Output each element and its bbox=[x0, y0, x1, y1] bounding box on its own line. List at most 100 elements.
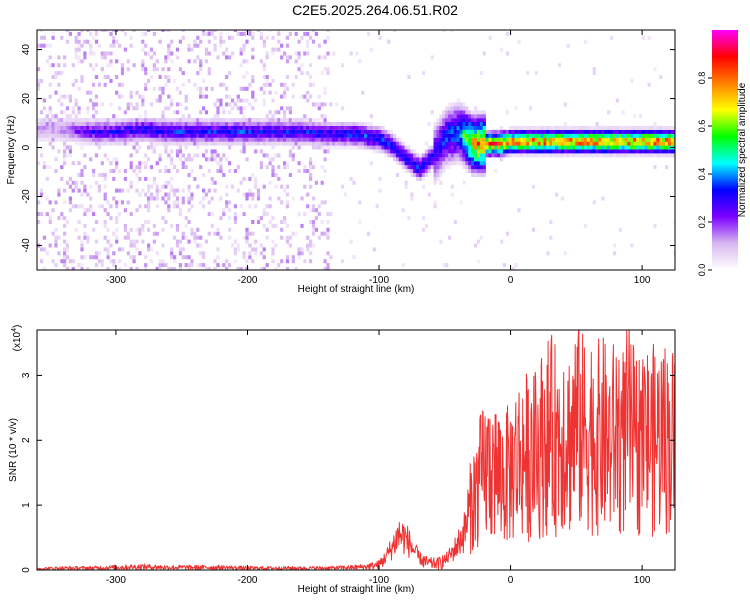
spectrogram-cell bbox=[309, 184, 313, 189]
spectrogram-cell bbox=[311, 122, 316, 126]
spectrogram-cell bbox=[158, 169, 162, 173]
spectrogram-cell bbox=[514, 141, 518, 146]
snr-x-ticks: -300 -200 -100 0 100 bbox=[106, 330, 651, 586]
spectrogram-cell bbox=[300, 133, 304, 138]
spectrogram-cell bbox=[138, 204, 142, 209]
spectrogram-cell bbox=[346, 133, 350, 138]
spectrogram-cell bbox=[589, 133, 593, 138]
spectrogram-cell bbox=[60, 129, 64, 134]
spectrogram-cell bbox=[199, 251, 203, 256]
spectrogram-cell bbox=[285, 118, 290, 123]
spectrogram-cell bbox=[233, 102, 237, 107]
spectrogram-cell bbox=[245, 196, 249, 201]
spectrogram-cell bbox=[283, 86, 287, 91]
spectrogram-cell bbox=[557, 63, 562, 68]
spectrogram-cell bbox=[132, 145, 136, 150]
spectrogram-cell bbox=[112, 118, 116, 123]
spectrogram-cell bbox=[132, 30, 136, 32]
spectrogram-cell bbox=[639, 145, 643, 150]
spectrogram-cell bbox=[193, 141, 197, 146]
spectrogram-cell bbox=[89, 63, 93, 68]
spectrogram-cell bbox=[297, 118, 301, 123]
spectrogram-cell bbox=[656, 153, 660, 158]
spectrogram-cell bbox=[352, 125, 356, 130]
spectrogram-cell bbox=[459, 110, 463, 115]
spectrogram-cell bbox=[653, 141, 657, 146]
spectrogram-cell bbox=[190, 47, 194, 52]
spectrogram-cell bbox=[225, 192, 229, 197]
spectrogram-cell bbox=[280, 94, 284, 99]
spectrogram-cell bbox=[225, 204, 229, 209]
spectrogram-cell bbox=[158, 259, 162, 264]
spectrogram-cell bbox=[190, 122, 194, 126]
colorbar-label: Normalized spectral amplitude bbox=[737, 82, 748, 217]
spectrogram-cell bbox=[60, 137, 64, 142]
spectrogram-cell bbox=[57, 133, 61, 138]
spectrogram-cell bbox=[251, 196, 255, 201]
spectrogram-cell bbox=[126, 200, 130, 205]
spectrogram-cell bbox=[173, 267, 177, 270]
spectrogram-cell bbox=[184, 129, 188, 134]
spectrogram-cell bbox=[610, 133, 614, 138]
spectrogram-cell bbox=[303, 133, 307, 138]
spectrogram-cell bbox=[152, 51, 156, 56]
spectrogram-cell bbox=[173, 188, 177, 193]
spectrogram-cell bbox=[639, 114, 643, 119]
spectrogram-cell bbox=[89, 157, 93, 162]
spectrogram-cell bbox=[54, 71, 58, 76]
spectrogram-cell bbox=[592, 129, 596, 134]
spectrogram-cell bbox=[436, 176, 440, 181]
spectrogram-cell bbox=[468, 129, 472, 134]
spectrogram-cell bbox=[288, 141, 292, 146]
spectrogram-cell bbox=[170, 129, 174, 134]
spectrogram-cell bbox=[557, 141, 562, 146]
spectrogram-cell bbox=[644, 137, 648, 142]
spectrogram-cell bbox=[416, 153, 420, 158]
spectrogram-cell bbox=[175, 243, 180, 248]
spectrogram-cell bbox=[167, 30, 171, 32]
spectrogram-cell bbox=[442, 118, 446, 123]
spectrogram-cell bbox=[77, 31, 81, 36]
spectrogram-cell bbox=[196, 153, 200, 158]
spectrogram-cell bbox=[141, 227, 145, 232]
spectrogram-cell bbox=[123, 208, 127, 213]
spectrogram-cell bbox=[135, 137, 139, 142]
spectrogram-cell bbox=[170, 59, 174, 64]
spectrogram-cell bbox=[178, 263, 182, 268]
spectrogram-cell bbox=[233, 125, 237, 130]
spectrogram-cell bbox=[181, 35, 185, 40]
spectrogram-cell bbox=[242, 98, 246, 103]
spectrogram-cell bbox=[537, 137, 541, 142]
spectrogram-cell bbox=[450, 122, 454, 126]
spectrogram-cell bbox=[381, 137, 385, 142]
spectrogram-cell bbox=[94, 133, 99, 138]
spectrogram-cell bbox=[152, 129, 156, 134]
spectrogram-cell bbox=[410, 157, 414, 162]
spectrogram-cell bbox=[288, 149, 292, 154]
spectrogram-cell bbox=[155, 141, 159, 146]
spectrogram-cell bbox=[239, 129, 243, 134]
spectrogram-cell bbox=[323, 259, 327, 264]
spectrogram-cell bbox=[306, 71, 310, 76]
spectrogram-cell bbox=[311, 208, 316, 213]
spectrogram-cell bbox=[144, 220, 148, 224]
spectrogram-cell bbox=[462, 165, 466, 170]
spectrogram-cell bbox=[395, 153, 400, 158]
spectrogram-cell bbox=[199, 165, 203, 170]
spectrogram-cell bbox=[83, 118, 87, 123]
spectrogram-cell bbox=[123, 133, 127, 138]
spectrogram-cell bbox=[285, 223, 290, 228]
spectrogram-cell bbox=[618, 149, 622, 154]
spectrogram-cell bbox=[630, 153, 634, 158]
snr-x-axis-label: Height of straight line (km) bbox=[298, 584, 415, 595]
spectrogram-cell bbox=[630, 78, 634, 83]
spectrogram-cell bbox=[607, 125, 611, 130]
spectrogram-cell bbox=[450, 30, 454, 32]
spectrogram-frame bbox=[36, 29, 676, 271]
spectrogram-cell bbox=[381, 145, 385, 150]
spectrogram-cell bbox=[442, 30, 446, 32]
spectrogram-cell bbox=[135, 267, 139, 270]
spectrogram-cell bbox=[228, 235, 232, 240]
spectrogram-cell bbox=[54, 227, 58, 232]
spectrogram-cell bbox=[511, 133, 515, 138]
